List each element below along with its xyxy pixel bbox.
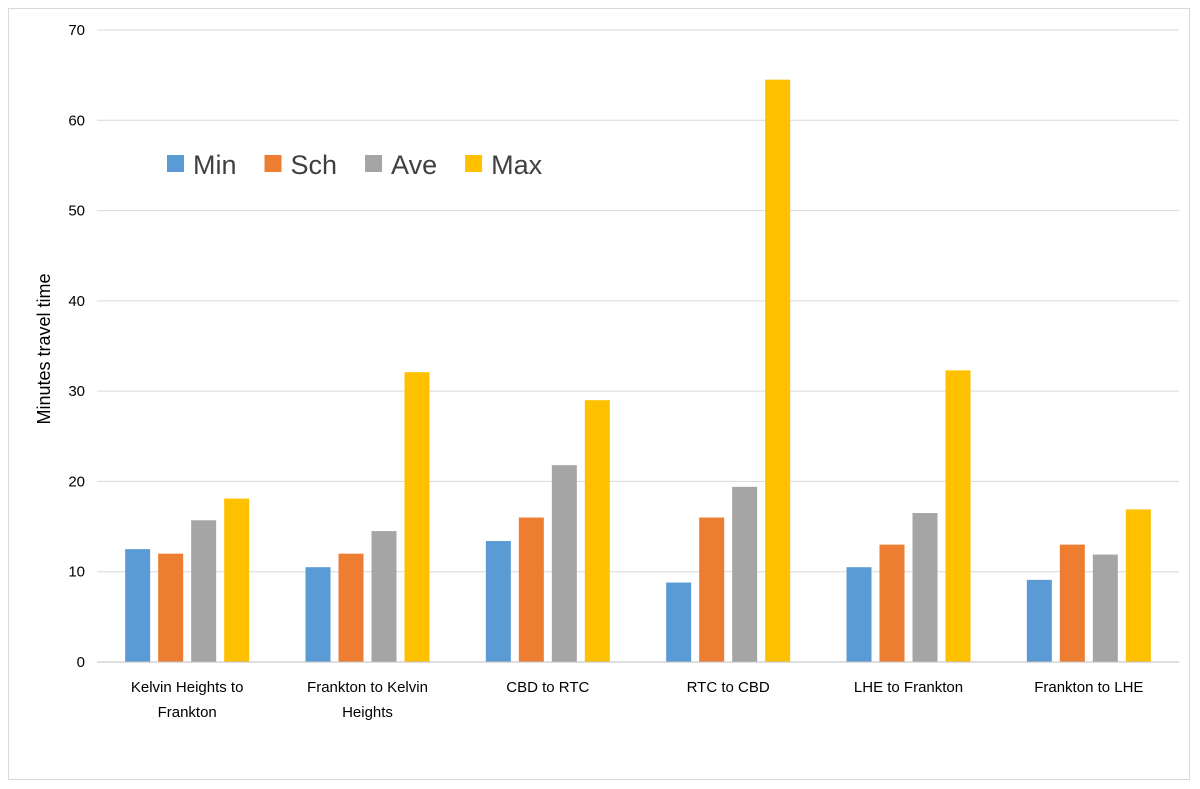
y-tick-label: 70 — [68, 22, 85, 39]
bar-min — [305, 567, 331, 662]
bar-min — [666, 582, 692, 662]
legend: Min Sch Ave Max — [167, 150, 543, 180]
bar-max — [224, 498, 250, 662]
bar-ave — [191, 520, 217, 662]
legend-item: Sch — [264, 150, 338, 180]
bars — [125, 79, 1151, 662]
bar-min — [485, 541, 511, 662]
bar-ave — [371, 531, 397, 662]
y-tick-label: 60 — [68, 112, 85, 129]
legend-label: Max — [491, 150, 543, 180]
bar-sch — [158, 553, 184, 662]
bar-chart: 0 10 20 30 40 50 60 70 Kelvin Heights to Frankto… — [34, 22, 1179, 721]
y-tick-label: 0 — [77, 654, 85, 671]
bar-max — [765, 79, 791, 662]
bar-sch — [699, 517, 725, 662]
bar-sch — [1059, 544, 1085, 662]
legend-label: Ave — [391, 150, 437, 180]
legend-swatch — [365, 155, 383, 172]
legend-item: Ave — [365, 150, 437, 180]
x-category-label: LHE to Frankton — [854, 679, 963, 696]
bar-max — [1125, 509, 1151, 662]
legend-label: Min — [193, 150, 237, 180]
bar-max — [584, 400, 610, 662]
bar-sch — [879, 544, 905, 662]
gridlines — [97, 29, 1179, 573]
legend-swatch — [167, 155, 184, 172]
bar-ave — [551, 465, 577, 662]
y-axis-title: Minutes travel time — [34, 273, 54, 424]
legend-item: Max — [465, 150, 543, 180]
bar-max — [945, 370, 971, 662]
bar-sch — [338, 553, 364, 662]
legend-item: Min — [167, 150, 237, 180]
bar-ave — [912, 513, 938, 662]
legend-swatch — [264, 155, 282, 172]
bar-ave — [732, 486, 758, 662]
bar-min — [846, 567, 872, 662]
legend-swatch — [465, 155, 483, 172]
y-tick-label: 50 — [68, 203, 85, 220]
bar-min — [1026, 579, 1052, 662]
x-category-label: RTC to CBD — [687, 679, 770, 696]
chart-area: 0 10 20 30 40 50 60 70 Kelvin Heights to Frankto… — [8, 8, 1190, 780]
y-tick-label: 40 — [68, 293, 85, 310]
y-tick-label: 10 — [68, 564, 85, 581]
bar-max — [404, 372, 430, 662]
y-tick-label: 30 — [68, 383, 85, 400]
y-tick-label: 20 — [68, 473, 85, 490]
bar-min — [125, 549, 151, 662]
legend-label: Sch — [291, 150, 338, 180]
bar-sch — [518, 517, 544, 662]
x-category-label: Frankton to LHE — [1034, 679, 1143, 696]
bar-ave — [1092, 554, 1118, 662]
x-category-label: Kelvin Heights to Frankton — [131, 679, 244, 721]
x-category-label: CBD to RTC — [506, 679, 589, 696]
x-category-label: Frankton to Kelvin Heights — [307, 679, 428, 721]
category-labels: Kelvin Heights to Frankton Frankton to Kel… — [131, 679, 1144, 721]
y-axis-ticks: 0 10 20 30 40 50 60 70 — [68, 22, 85, 671]
